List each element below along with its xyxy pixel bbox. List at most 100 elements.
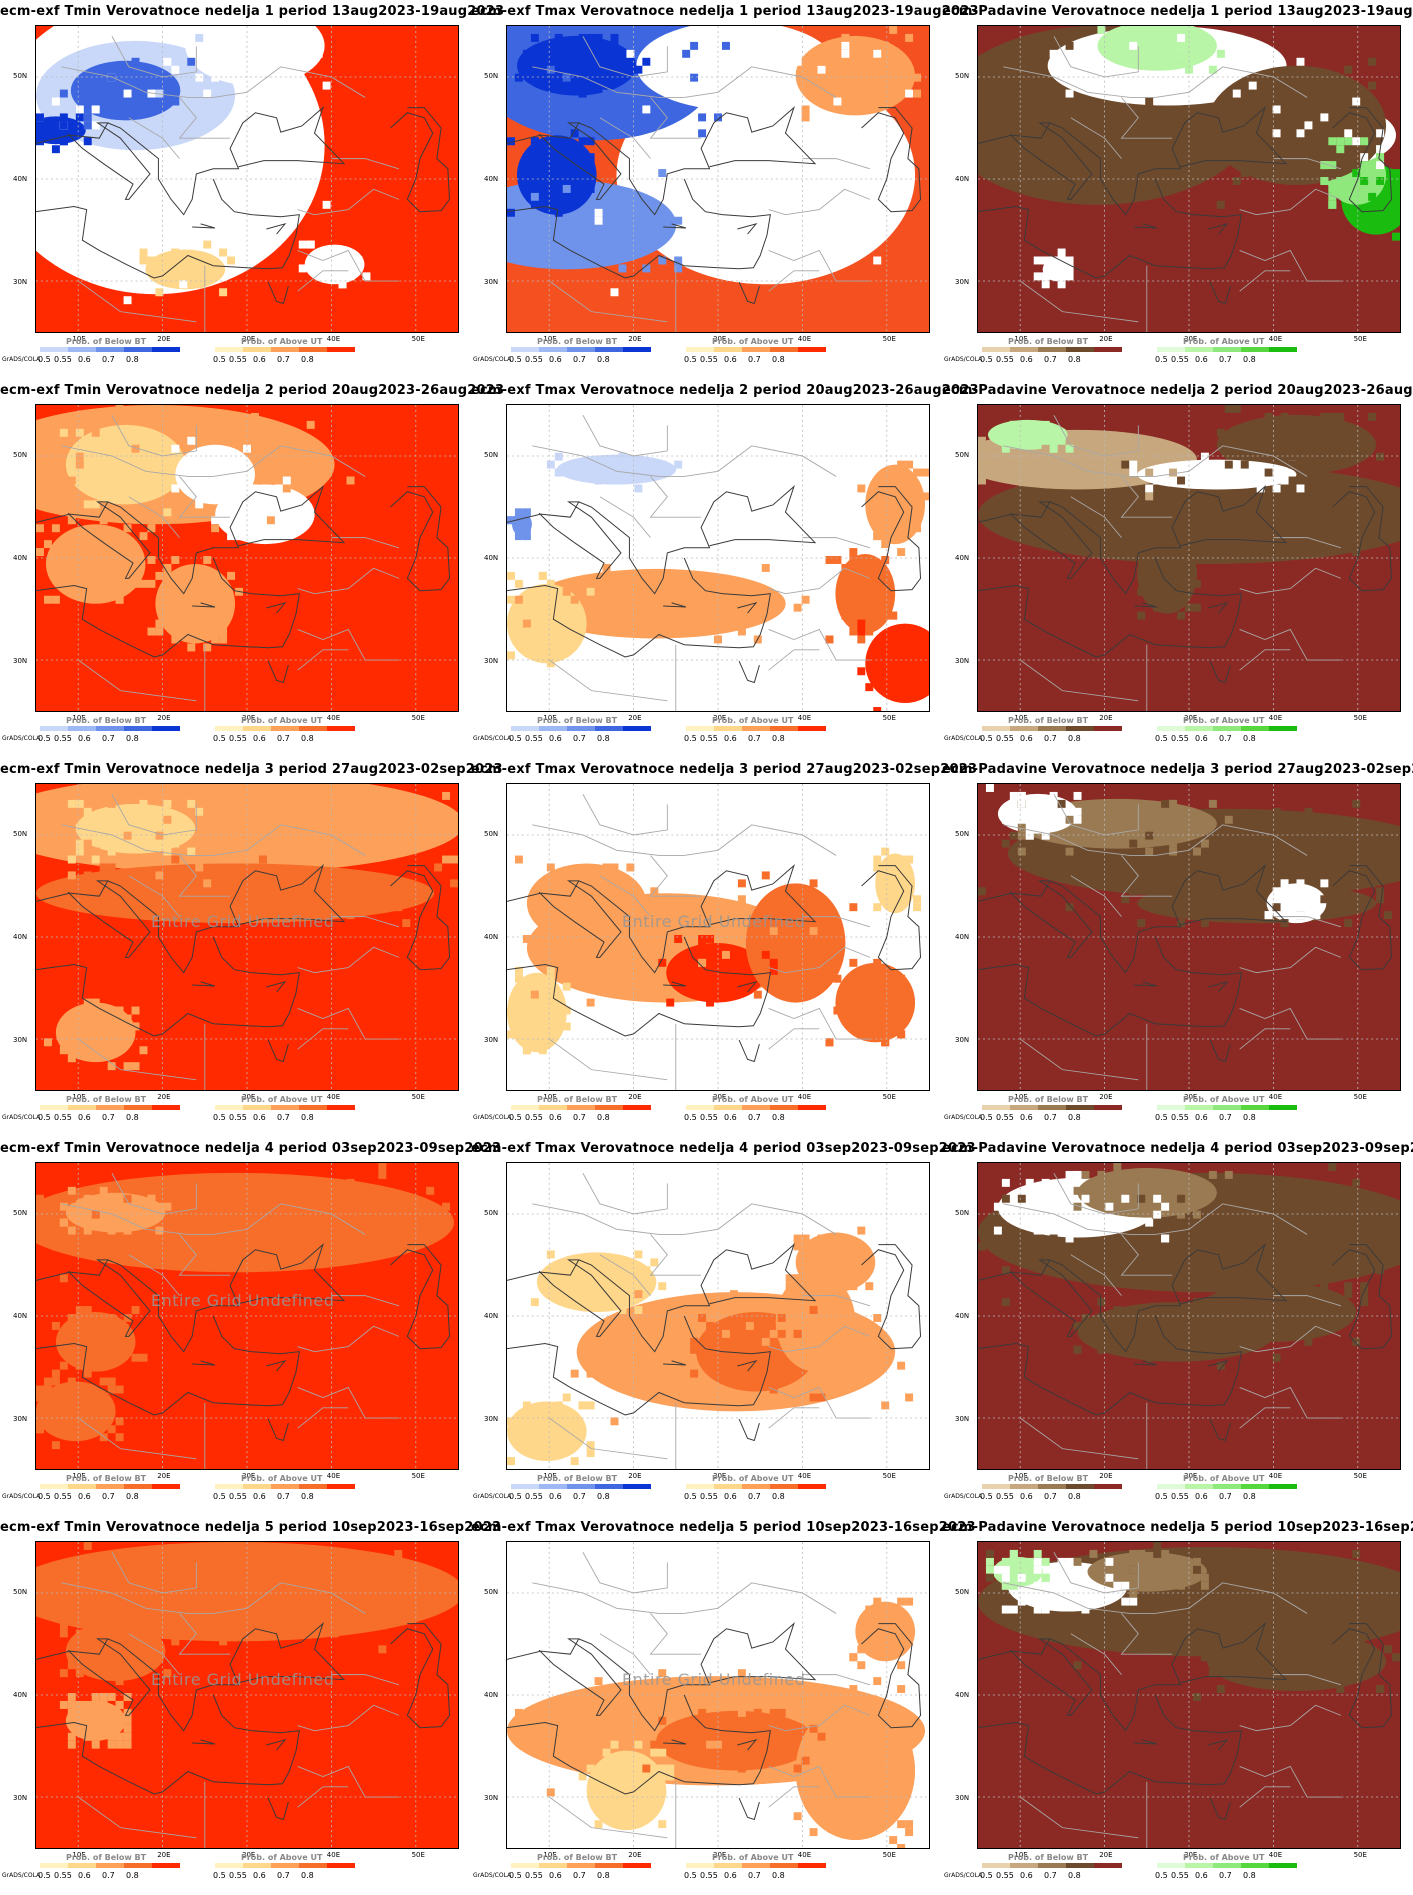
coastline — [1208, 223, 1229, 235]
grid-pixel — [1145, 831, 1154, 840]
coastline — [36, 1259, 151, 1337]
coastline — [192, 602, 216, 608]
software-credit: GrADS/COLA — [2, 735, 41, 742]
legend-swatch — [1038, 1105, 1066, 1110]
legend-tick-label: 0.8 — [301, 1492, 314, 1501]
grid-pixel — [211, 272, 220, 281]
legend-above: Prob. of Above UT 0.5 0.55 0.6 0.7 0.8 — [213, 337, 363, 371]
legend-swatch — [1241, 726, 1269, 731]
longitude-label: 40E — [326, 1472, 341, 1480]
grid-pixel — [1376, 895, 1385, 904]
grid-pixel — [1384, 1573, 1393, 1582]
grid-pixel — [650, 579, 659, 588]
grid-pixel — [171, 839, 180, 848]
grid-pixel — [522, 532, 531, 541]
grid-pixel — [59, 1385, 68, 1394]
legend-title: Prob. of Above UT — [241, 1095, 323, 1104]
grid-pixel — [1336, 903, 1345, 912]
grid-pixel — [801, 1337, 810, 1346]
longitude-label: 40E — [1268, 1472, 1283, 1480]
grid-pixel — [538, 587, 547, 596]
grid-pixel — [873, 57, 882, 66]
grid-pixel — [1105, 1202, 1114, 1211]
legend-swatch — [686, 1484, 714, 1489]
grid-pixel — [1240, 1298, 1249, 1307]
grid-pixel — [67, 1186, 76, 1195]
grid-pixel — [67, 516, 76, 525]
longitude-label: 50E — [411, 335, 425, 343]
legend-tick-label: 0.7 — [573, 1871, 586, 1880]
legend-tick-label: 0.6 — [1020, 734, 1033, 743]
grid-pixel — [1336, 895, 1345, 904]
grid-pixel — [913, 635, 922, 644]
legend-swatch — [595, 347, 623, 352]
grid-pixel — [1041, 1178, 1050, 1187]
grid-pixel — [1073, 815, 1082, 824]
grid-pixel — [1208, 460, 1217, 469]
grid-pixel — [865, 1282, 874, 1291]
grid-pixel — [1097, 807, 1106, 816]
legend-tick-label: 0.55 — [229, 734, 247, 743]
grid-pixel — [586, 1449, 595, 1458]
legend-tick-label: 0.5 — [1155, 1871, 1168, 1880]
grid-pixel — [1161, 895, 1170, 904]
grid-pixel — [1248, 879, 1257, 888]
grid-pixel — [203, 556, 212, 564]
grid-pixel — [346, 1178, 355, 1187]
grid-pixel — [131, 1218, 140, 1227]
grid-pixel — [1145, 1353, 1154, 1362]
grid-pixel — [881, 990, 890, 999]
legend-swatch — [539, 347, 567, 352]
grid-pixel — [91, 460, 100, 469]
grid-pixel — [546, 153, 555, 162]
grid-pixel — [99, 516, 108, 525]
country-border — [77, 280, 197, 323]
grid-pixel — [817, 1353, 826, 1362]
coastline — [978, 501, 1093, 579]
software-credit: GrADS/COLA — [944, 356, 983, 363]
map-canvas — [507, 405, 929, 711]
grid-pixel — [1169, 1202, 1178, 1211]
grid-pixel — [83, 121, 92, 130]
longitude-label: 50E — [1353, 1472, 1367, 1480]
grid-pixel — [714, 1369, 722, 1378]
grid-pixel — [1376, 1685, 1385, 1694]
legend-tick-label: 0.55 — [1171, 1871, 1189, 1880]
legend-swatch — [124, 1484, 152, 1489]
grid-pixel — [91, 1006, 100, 1015]
grid-pixel — [235, 508, 244, 517]
grid-pixel — [793, 1274, 802, 1283]
legend-swatch — [1269, 726, 1297, 731]
longitude-label: 10E — [543, 1472, 557, 1480]
grid-pixel — [578, 911, 587, 920]
grid-pixel — [36, 1425, 44, 1434]
grid-pixel — [530, 137, 539, 146]
grid-pixel — [1065, 1170, 1074, 1179]
grid-pixel — [1057, 1557, 1066, 1566]
grid-pixel — [1232, 1321, 1241, 1330]
country-border — [599, 875, 651, 917]
longitude-label: 50E — [411, 1472, 425, 1480]
grid-pixel — [378, 1170, 387, 1179]
grid-pixel — [107, 1321, 116, 1330]
grid-pixel — [507, 208, 515, 217]
grid-pixel — [809, 1258, 818, 1267]
map-panel: ecm-exf Tmax Verovatnoce nedelja 1 perio… — [471, 0, 978, 379]
grid-pixel — [75, 1393, 84, 1402]
grid-pixel — [1169, 524, 1178, 533]
legend-above: Prob. of Above UT 0.5 0.55 0.6 0.7 0.8 — [1155, 1853, 1305, 1887]
legend-tick-label: 0.7 — [748, 355, 761, 364]
grid-pixel — [857, 1250, 866, 1259]
coastline — [107, 105, 346, 216]
grid-pixel — [1312, 460, 1321, 469]
grid-pixel — [187, 847, 196, 856]
panel-title: ecm-Padavine Verovatnoce nedelja 1 perio… — [942, 4, 1413, 19]
grid-pixel — [1344, 1194, 1353, 1203]
latitude-label: 50N — [955, 451, 970, 460]
grid-pixel — [530, 1433, 539, 1442]
legend-swatch — [686, 347, 714, 352]
grid-pixel — [1113, 1581, 1122, 1590]
latitude-label: 50N — [955, 830, 970, 839]
legend-below: Prob. of Below BT 0.5 0.55 0.6 0.7 0.8 — [980, 1853, 1130, 1887]
grid-pixel — [131, 1653, 140, 1662]
